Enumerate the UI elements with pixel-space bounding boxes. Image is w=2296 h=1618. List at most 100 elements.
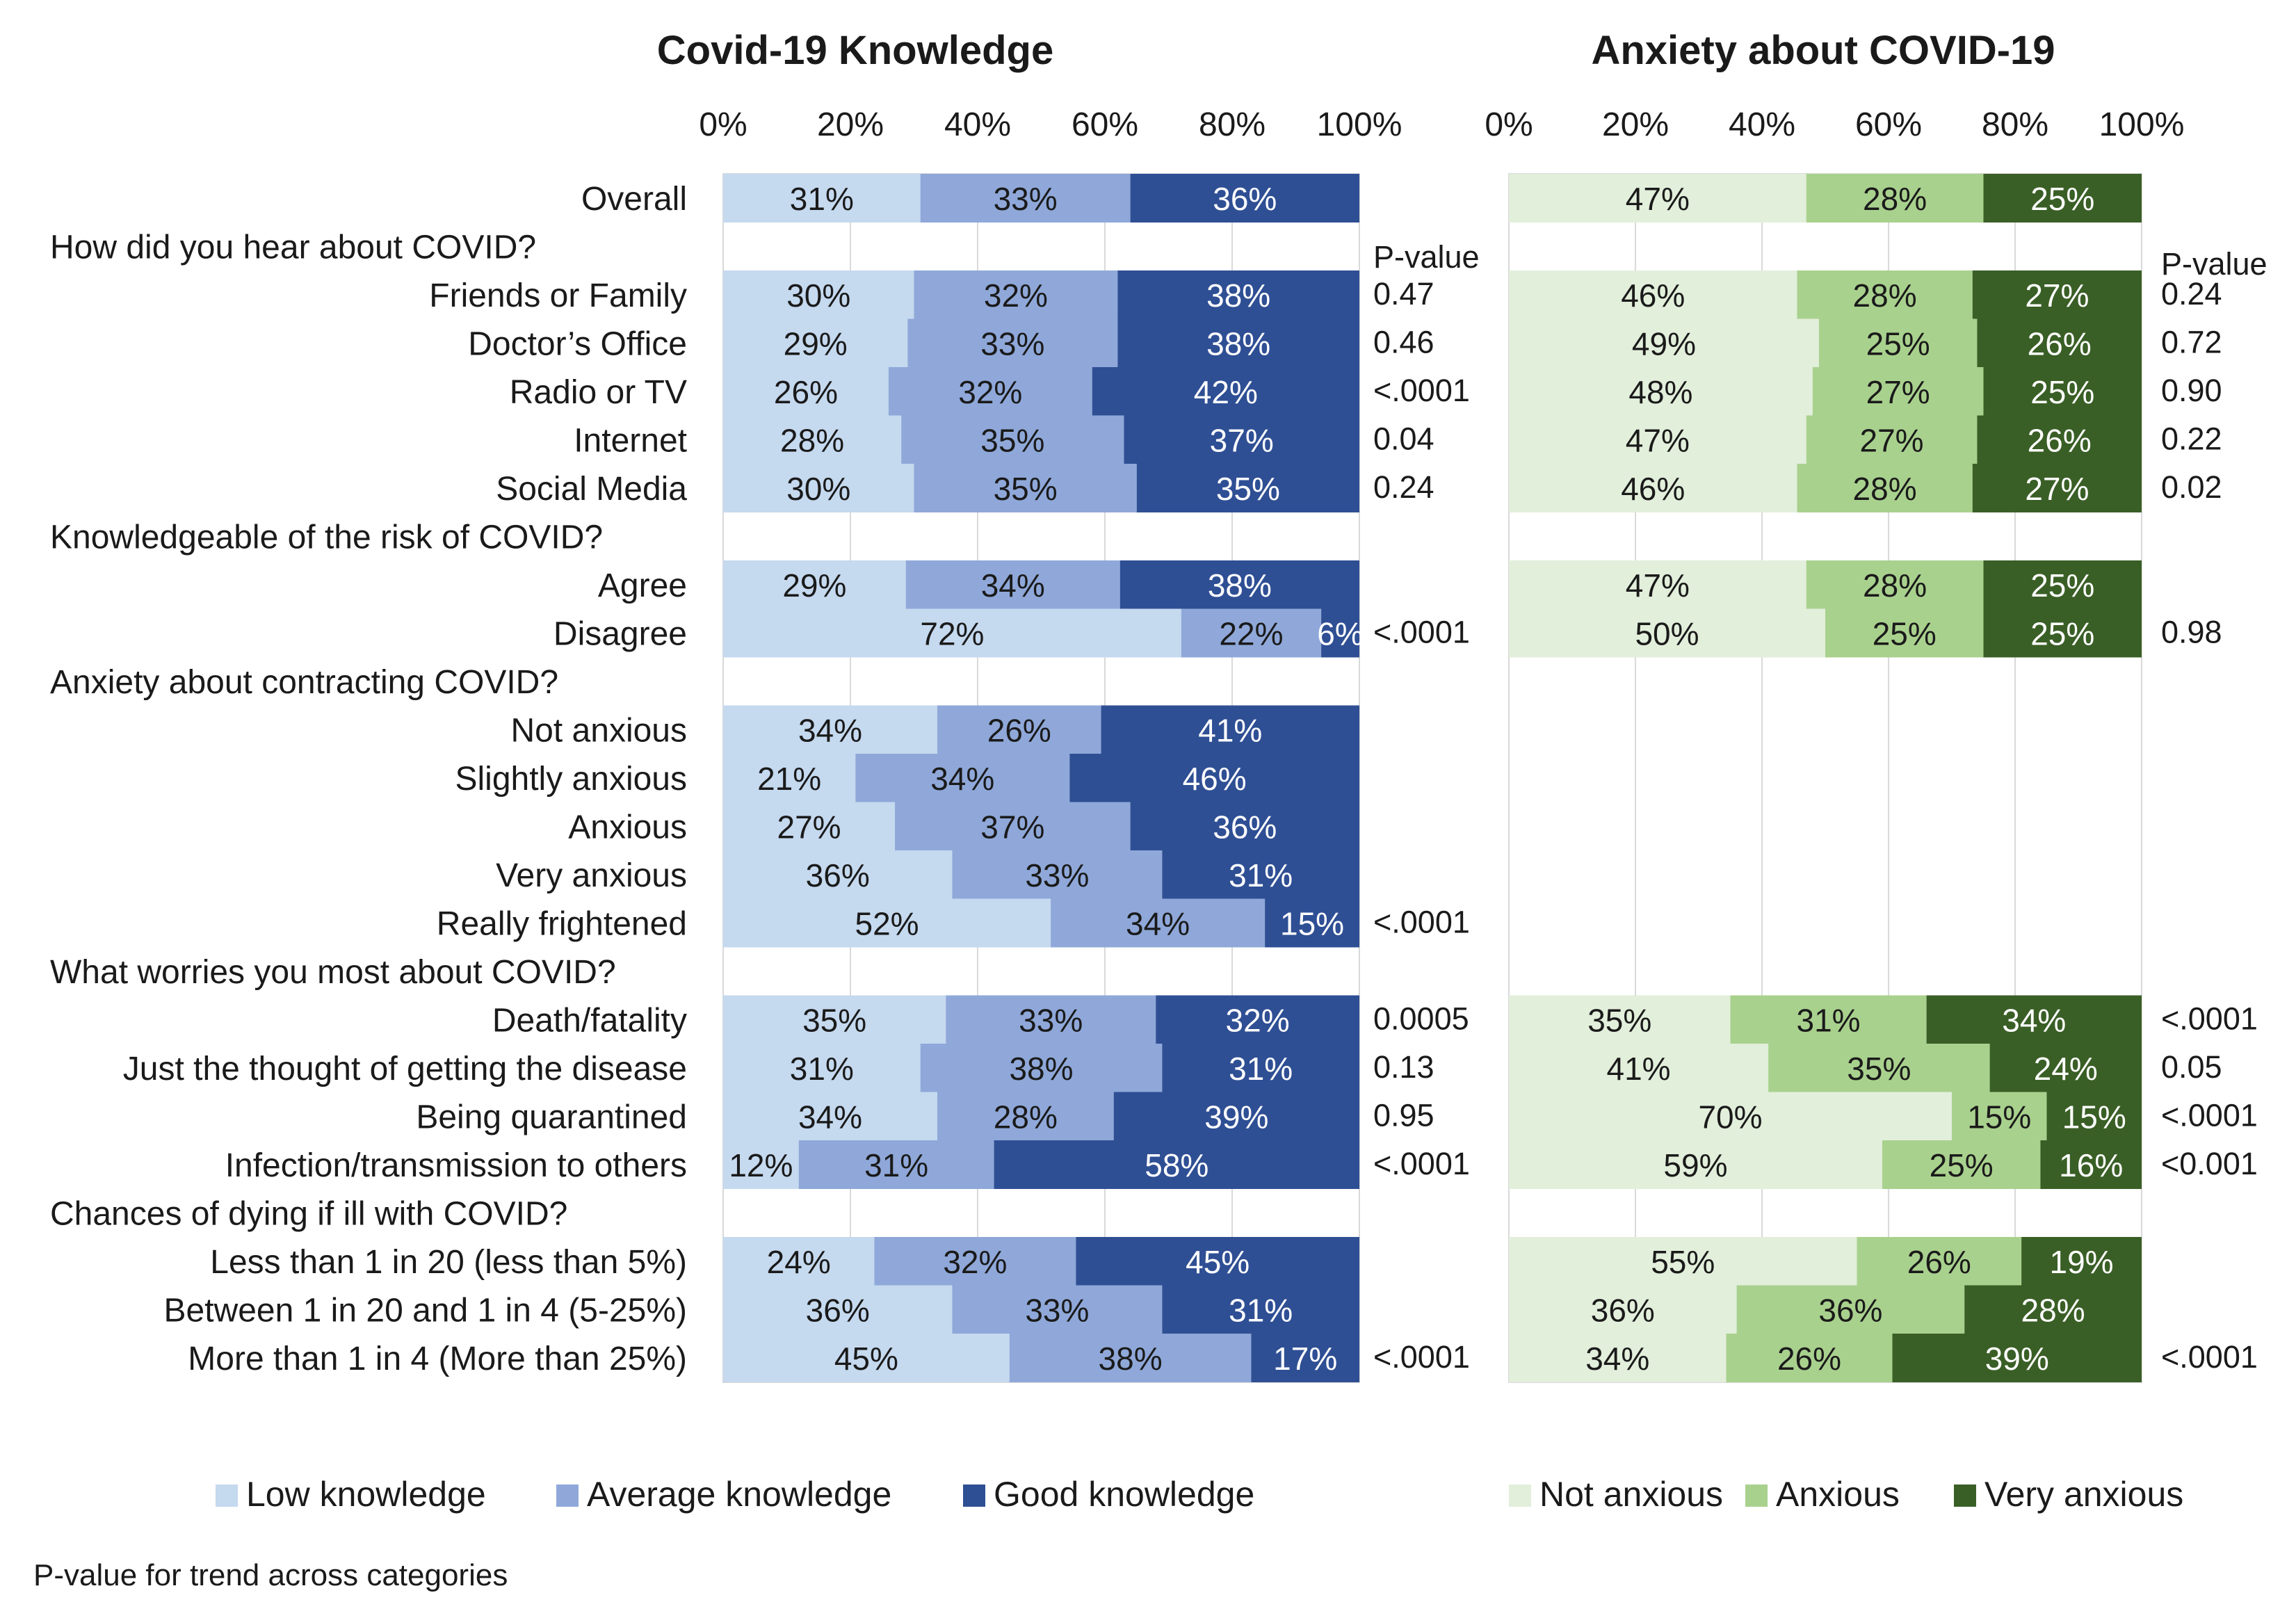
bar-segment-knowledge: [952, 850, 1163, 899]
pvalue-knowledge: 0.47: [1373, 276, 1434, 312]
bar-segment-anxiety: [2021, 1237, 2142, 1286]
bar-segment-anxiety: [1726, 1334, 1893, 1382]
data-label-knowledge: 38%: [1009, 1051, 1073, 1087]
data-label-knowledge: 31%: [864, 1147, 928, 1183]
panel-title-anxiety: Anxiety about COVID-19: [1591, 28, 2055, 73]
bar-segment-anxiety: [1509, 608, 1825, 658]
data-label-anxiety: 36%: [1818, 1293, 1882, 1329]
legend-label-knowledge: Good knowledge: [994, 1475, 1254, 1514]
bar-segment-knowledge: [723, 367, 889, 416]
data-label-knowledge: 32%: [984, 277, 1048, 314]
data-label-anxiety: 16%: [2059, 1147, 2123, 1183]
data-label-knowledge: 34%: [981, 567, 1045, 604]
bar-segment-knowledge: [723, 1237, 875, 1286]
bar-segment-knowledge: [1130, 174, 1359, 223]
bar-segment-knowledge: [723, 608, 1181, 658]
bar-segment-anxiety: [1857, 1237, 2022, 1286]
pvalue-anxiety: 0.90: [2161, 373, 2222, 408]
data-label-knowledge: 36%: [806, 1293, 870, 1329]
bar-segment-anxiety: [1977, 415, 2142, 464]
legend-label-knowledge: Average knowledge: [587, 1475, 891, 1514]
x-tick-label-anxiety: 100%: [2099, 106, 2185, 143]
bar-segment-knowledge: [723, 754, 856, 802]
data-label-anxiety: 36%: [1591, 1293, 1655, 1329]
data-label-anxiety: 24%: [2034, 1051, 2098, 1087]
x-tick-label-knowledge: 80%: [1199, 106, 1266, 143]
data-label-anxiety: 70%: [1698, 1099, 1762, 1135]
bar-segment-anxiety: [1730, 995, 1927, 1044]
row-label: Disagree: [553, 616, 687, 653]
data-label-anxiety: 25%: [2030, 181, 2094, 217]
data-label-knowledge: 45%: [834, 1341, 898, 1377]
data-label-anxiety: 41%: [1607, 1051, 1671, 1087]
bar-segment-knowledge: [1162, 850, 1359, 899]
row-label: More than 1 in 4 (More than 25%): [188, 1341, 687, 1377]
data-label-knowledge: 33%: [994, 181, 1058, 217]
data-label-knowledge: 22%: [1219, 616, 1283, 652]
bar-segment-anxiety: [1806, 560, 1984, 609]
bar-segment-anxiety: [1509, 1237, 1857, 1286]
data-label-knowledge: 31%: [1229, 1293, 1293, 1329]
bar-segment-knowledge: [1092, 367, 1359, 416]
bar-segment-knowledge: [1251, 1334, 1359, 1382]
data-label-anxiety: 15%: [1967, 1099, 2031, 1135]
bar-segment-knowledge: [723, 415, 902, 464]
group-header: How did you hear about COVID?: [50, 229, 536, 266]
bar-segment-knowledge: [1117, 270, 1359, 319]
bar-segment-knowledge: [798, 1140, 994, 1189]
bar-segment-knowledge: [1009, 1334, 1252, 1382]
data-label-anxiety: 59%: [1663, 1147, 1727, 1183]
bar-segment-anxiety: [1983, 367, 2142, 416]
bar-segment-knowledge: [723, 1044, 921, 1092]
data-label-knowledge: 34%: [798, 713, 862, 749]
bar-segment-knowledge: [1113, 1092, 1359, 1141]
bar-segment-knowledge: [1124, 415, 1359, 464]
data-label-knowledge: 41%: [1198, 713, 1262, 749]
bar-segment-knowledge: [914, 464, 1137, 512]
pvalue-knowledge: <.0001: [1373, 1339, 1470, 1375]
data-label-anxiety: 25%: [2030, 374, 2094, 410]
data-label-knowledge: 30%: [786, 471, 850, 507]
bar-segment-anxiety: [1797, 464, 1973, 512]
data-label-knowledge: 36%: [1213, 809, 1277, 846]
bar-segment-knowledge: [907, 318, 1118, 368]
x-tick-label-anxiety: 20%: [1602, 106, 1669, 143]
bar-segment-knowledge: [905, 560, 1120, 609]
data-label-knowledge: 28%: [994, 1099, 1058, 1135]
bar-segment-knowledge: [1117, 318, 1359, 368]
data-label-anxiety: 28%: [1863, 181, 1927, 217]
legend-swatch-anxiety: [1509, 1484, 1531, 1507]
bar-segment-knowledge: [723, 270, 914, 319]
bar-segment-knowledge: [855, 754, 1070, 802]
bar-segment-anxiety: [1952, 1092, 2047, 1141]
pvalue-knowledge: 0.13: [1373, 1049, 1434, 1085]
bar-segment-knowledge: [723, 1140, 799, 1189]
data-label-knowledge: 42%: [1194, 374, 1258, 410]
bar-segment-knowledge: [1162, 1044, 1359, 1092]
data-label-knowledge: 36%: [1213, 181, 1277, 217]
bar-segment-knowledge: [1051, 898, 1266, 948]
bar-segment-knowledge: [1181, 608, 1322, 658]
data-label-anxiety: 50%: [1635, 616, 1699, 652]
legend-swatch-anxiety: [1745, 1484, 1768, 1507]
bar-segment-anxiety: [1509, 1334, 1727, 1382]
pvalue-knowledge: 0.24: [1373, 469, 1434, 505]
bar-segment-anxiety: [1509, 560, 1806, 609]
data-label-knowledge: 35%: [802, 1003, 866, 1039]
pvalue-knowledge: <.0001: [1373, 615, 1470, 650]
bar-segment-anxiety: [1509, 367, 1813, 416]
bar-segment-knowledge: [1130, 802, 1359, 851]
bar-segment-anxiety: [1509, 464, 1797, 512]
x-tick-label-anxiety: 60%: [1855, 106, 1922, 143]
bar-segment-anxiety: [2046, 1092, 2142, 1141]
bar-segment-anxiety: [1983, 608, 2142, 658]
data-label-knowledge: 12%: [729, 1147, 793, 1183]
data-label-knowledge: 31%: [1229, 857, 1293, 893]
data-label-knowledge: 34%: [798, 1099, 862, 1135]
row-label: Overall: [581, 181, 687, 218]
bar-segment-anxiety: [1509, 415, 1806, 464]
x-tick-label-anxiety: 0%: [1485, 106, 1533, 143]
pvalue-anxiety: 0.24: [2161, 276, 2222, 312]
bar-segment-knowledge: [920, 1044, 1163, 1092]
bar-segment-anxiety: [1797, 270, 1973, 319]
